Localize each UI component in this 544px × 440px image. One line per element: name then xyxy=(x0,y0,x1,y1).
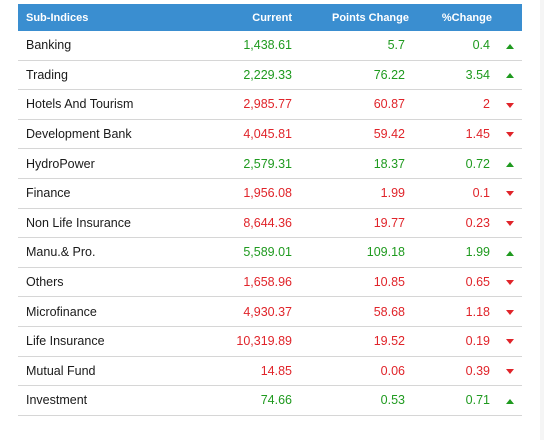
percent-change: 0.72 xyxy=(423,148,498,179)
trend-cell xyxy=(498,267,522,298)
table-row[interactable]: Hotels And Tourism 2,985.77 60.87 2 xyxy=(18,89,522,120)
points-change: 59.42 xyxy=(312,119,423,150)
percent-change: 0.39 xyxy=(423,356,498,387)
percent-change: 3.54 xyxy=(423,60,498,91)
table-row[interactable]: Mutual Fund 14.85 0.06 0.39 xyxy=(18,356,522,387)
table-row[interactable]: HydroPower 2,579.31 18.37 0.72 xyxy=(18,148,522,179)
header-sub-indices[interactable]: Sub-Indices xyxy=(18,4,215,31)
sub-index-name[interactable]: Manu.& Pro. xyxy=(18,237,215,268)
points-change: 5.7 xyxy=(312,31,423,61)
trend-cell xyxy=(498,60,522,91)
percent-change: 1.45 xyxy=(423,119,498,150)
header-current[interactable]: Current xyxy=(215,4,312,31)
arrow-down-icon xyxy=(506,221,514,227)
percent-change: 0.71 xyxy=(423,385,498,416)
table-header-row: Sub-Indices Current Points Change %Chang… xyxy=(18,4,522,31)
current-value: 10,319.89 xyxy=(215,326,312,357)
trend-cell xyxy=(498,208,522,239)
trend-cell xyxy=(498,385,522,416)
points-change: 0.06 xyxy=(312,356,423,387)
sub-index-name[interactable]: Mutual Fund xyxy=(18,356,215,387)
current-value: 2,229.33 xyxy=(215,60,312,91)
arrow-down-icon xyxy=(506,191,514,197)
sub-index-name[interactable]: Microfinance xyxy=(18,296,215,327)
table-row[interactable]: Finance 1,956.08 1.99 0.1 xyxy=(18,178,522,209)
arrow-down-icon xyxy=(506,339,514,345)
sub-index-name[interactable]: Development Bank xyxy=(18,119,215,150)
points-change: 19.77 xyxy=(312,208,423,239)
points-change: 0.53 xyxy=(312,385,423,416)
trend-cell xyxy=(498,326,522,357)
arrow-down-icon xyxy=(506,309,514,315)
trend-cell xyxy=(498,237,522,268)
sub-index-name[interactable]: Finance xyxy=(18,178,215,209)
points-change: 58.68 xyxy=(312,296,423,327)
points-change: 109.18 xyxy=(312,237,423,268)
table-row[interactable]: Investment 74.66 0.53 0.71 xyxy=(18,385,522,416)
trend-cell xyxy=(498,89,522,120)
sub-index-name[interactable]: Investment xyxy=(18,385,215,416)
arrow-up-icon xyxy=(506,250,514,256)
current-value: 8,644.36 xyxy=(215,208,312,239)
sub-index-name[interactable]: Hotels And Tourism xyxy=(18,89,215,120)
table-body: Banking 1,438.61 5.7 0.4 Trading 2,229.33 76.2… xyxy=(18,31,522,416)
arrow-down-icon xyxy=(506,132,514,138)
arrow-up-icon xyxy=(506,73,514,79)
points-change: 19.52 xyxy=(312,326,423,357)
trend-cell xyxy=(498,119,522,150)
table-row[interactable]: Non Life Insurance 8,644.36 19.77 0.23 xyxy=(18,208,522,239)
points-change: 60.87 xyxy=(312,89,423,120)
table-row[interactable]: Trading 2,229.33 76.22 3.54 xyxy=(18,60,522,91)
trend-cell xyxy=(498,148,522,179)
current-value: 14.85 xyxy=(215,356,312,387)
table-row[interactable]: Development Bank 4,045.81 59.42 1.45 xyxy=(18,119,522,150)
points-change: 10.85 xyxy=(312,267,423,298)
percent-change: 0.65 xyxy=(423,267,498,298)
current-value: 74.66 xyxy=(215,385,312,416)
current-value: 1,658.96 xyxy=(215,267,312,298)
percent-change: 0.1 xyxy=(423,178,498,209)
table-row[interactable]: Microfinance 4,930.37 58.68 1.18 xyxy=(18,296,522,327)
arrow-up-icon xyxy=(506,398,514,404)
sub-index-name[interactable]: HydroPower xyxy=(18,148,215,179)
arrow-down-icon xyxy=(506,369,514,375)
percent-change: 0.4 xyxy=(423,31,498,61)
trend-cell xyxy=(498,296,522,327)
arrow-up-icon xyxy=(506,43,514,49)
points-change: 76.22 xyxy=(312,60,423,91)
arrow-down-icon xyxy=(506,280,514,286)
percent-change: 0.23 xyxy=(423,208,498,239)
header-points-change[interactable]: Points Change xyxy=(312,4,423,31)
table-row[interactable]: Manu.& Pro. 5,589.01 109.18 1.99 xyxy=(18,237,522,268)
sub-index-name[interactable]: Banking xyxy=(18,31,215,61)
header-percent-change[interactable]: %Change xyxy=(423,4,522,31)
sub-indices-table: Sub-Indices Current Points Change %Chang… xyxy=(18,4,522,416)
sub-index-name[interactable]: Trading xyxy=(18,60,215,91)
arrow-down-icon xyxy=(506,102,514,108)
current-value: 4,045.81 xyxy=(215,119,312,150)
points-change: 1.99 xyxy=(312,178,423,209)
percent-change: 1.18 xyxy=(423,296,498,327)
sub-index-name[interactable]: Others xyxy=(18,267,215,298)
current-value: 5,589.01 xyxy=(215,237,312,268)
current-value: 2,985.77 xyxy=(215,89,312,120)
current-value: 1,438.61 xyxy=(215,31,312,61)
trend-cell xyxy=(498,356,522,387)
current-value: 4,930.37 xyxy=(215,296,312,327)
table-row[interactable]: Banking 1,438.61 5.7 0.4 xyxy=(18,31,522,61)
trend-cell xyxy=(498,178,522,209)
percent-change: 0.19 xyxy=(423,326,498,357)
current-value: 2,579.31 xyxy=(215,148,312,179)
percent-change: 2 xyxy=(423,89,498,120)
points-change: 18.37 xyxy=(312,148,423,179)
current-value: 1,956.08 xyxy=(215,178,312,209)
table-row[interactable]: Life Insurance 10,319.89 19.52 0.19 xyxy=(18,326,522,357)
trend-cell xyxy=(498,31,522,61)
table-row[interactable]: Others 1,658.96 10.85 0.65 xyxy=(18,267,522,298)
percent-change: 1.99 xyxy=(423,237,498,268)
sub-index-name[interactable]: Non Life Insurance xyxy=(18,208,215,239)
arrow-up-icon xyxy=(506,161,514,167)
sub-index-name[interactable]: Life Insurance xyxy=(18,326,215,357)
